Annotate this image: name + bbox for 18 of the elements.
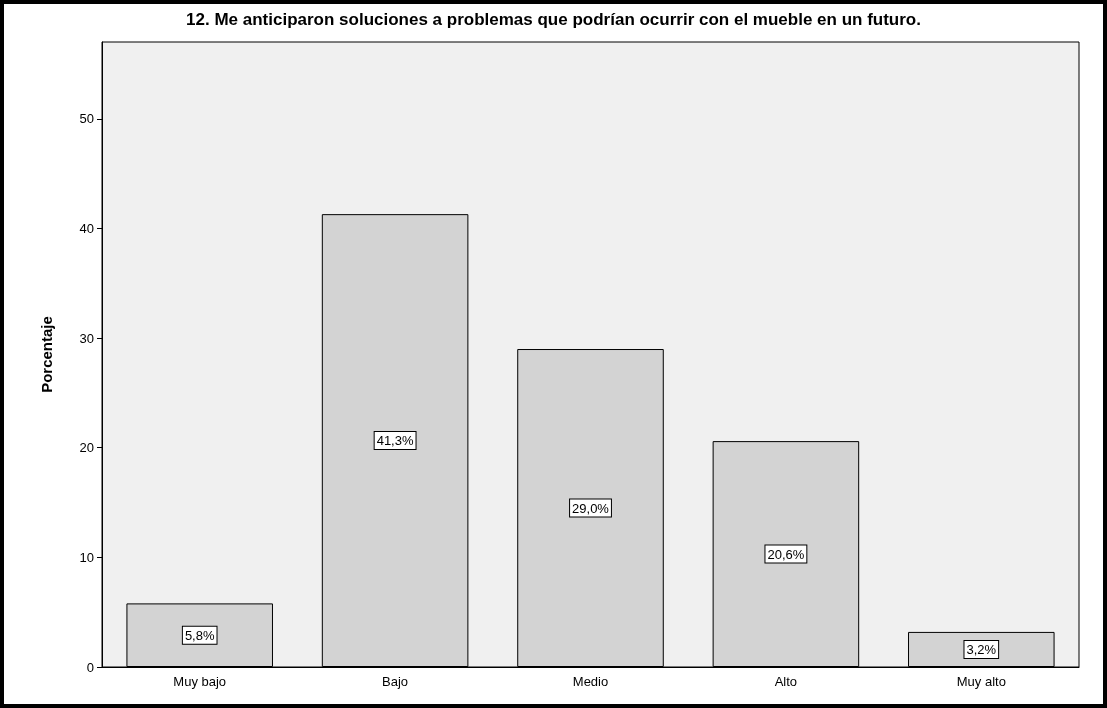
x-tick-label: Alto bbox=[774, 674, 798, 689]
y-tick-label: 50 bbox=[79, 111, 94, 127]
y-axis-title: Porcentaje bbox=[38, 316, 55, 393]
x-tick-label: Muy alto bbox=[956, 674, 1006, 689]
y-tick-label: 0 bbox=[86, 659, 94, 675]
y-tick-label: 10 bbox=[79, 549, 94, 565]
y-tick-label: 40 bbox=[79, 220, 94, 236]
data-label: 3,2% bbox=[966, 641, 997, 657]
data-label: 29,0% bbox=[572, 500, 610, 516]
x-tick-label: Medio bbox=[572, 674, 609, 689]
y-tick-label: 20 bbox=[79, 440, 94, 456]
data-label: 20,6% bbox=[767, 546, 805, 562]
x-tick-label: Muy bajo bbox=[173, 674, 227, 689]
x-tick-label: Bajo bbox=[382, 674, 409, 689]
chart-title: 12. Me anticiparon soluciones a problemas que podrían ocurrir con el mueble en un futuro. bbox=[186, 10, 921, 29]
y-tick-label: 30 bbox=[79, 330, 94, 346]
data-label: 41,3% bbox=[376, 433, 414, 449]
data-label: 5,8% bbox=[184, 627, 215, 643]
